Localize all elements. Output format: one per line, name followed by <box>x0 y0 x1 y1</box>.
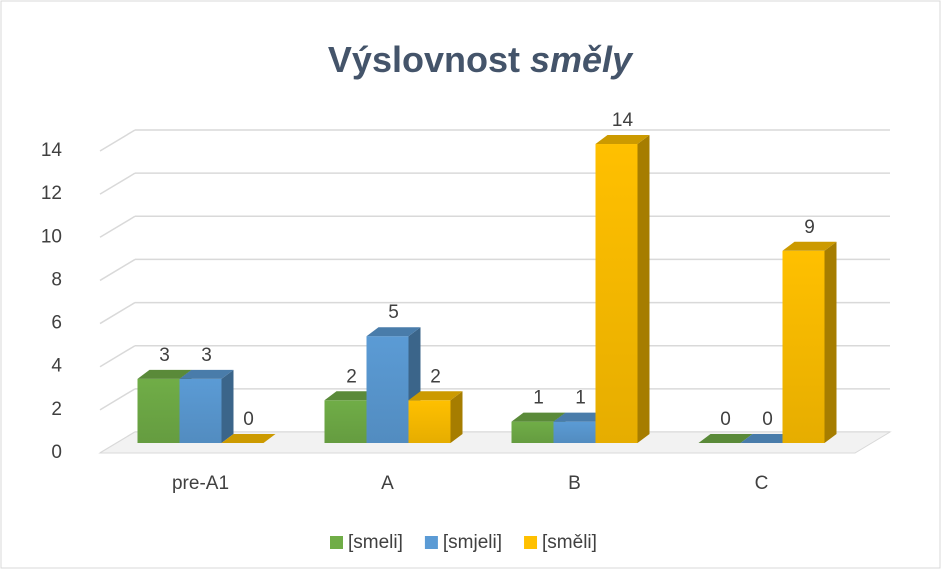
bar-top <box>740 434 795 443</box>
legend-swatch <box>330 536 343 549</box>
bar-top <box>595 135 650 145</box>
bar <box>324 400 367 443</box>
bar-top <box>137 369 192 379</box>
bar-top <box>366 327 421 337</box>
grid-line-side <box>99 258 136 282</box>
grid-line-side <box>99 301 136 325</box>
bar-top <box>221 434 276 443</box>
data-label: 0 <box>762 409 773 430</box>
x-tick-label: C <box>755 473 769 494</box>
bar-top <box>511 412 566 422</box>
grid-line-side <box>99 345 136 368</box>
bar <box>782 250 825 443</box>
x-tick-label: pre-A1 <box>172 473 229 494</box>
x-tick-label: A <box>381 473 394 494</box>
data-label: 0 <box>720 409 731 430</box>
bar-side <box>637 135 650 443</box>
legend-label: [smeli] <box>348 532 403 553</box>
data-label: 1 <box>575 388 586 409</box>
bar <box>137 378 180 443</box>
data-label: 9 <box>804 217 815 238</box>
data-label: 2 <box>430 366 441 387</box>
title-italic: směly <box>530 39 634 80</box>
legend-label: [smjeli] <box>443 532 502 553</box>
bar <box>408 400 451 443</box>
y-tick-label: 4 <box>51 356 62 377</box>
bar-side <box>824 241 837 443</box>
grid-line-side <box>99 388 136 411</box>
bar-top <box>179 369 234 379</box>
y-tick-label: 2 <box>51 399 62 420</box>
bar-top <box>324 391 379 401</box>
bar <box>553 421 596 443</box>
legend-swatch <box>524 536 538 549</box>
grid-line-side <box>99 215 136 238</box>
chart-title: Výslovnost směly <box>328 39 634 80</box>
data-label: 3 <box>201 345 212 366</box>
y-tick-label: 8 <box>51 269 62 290</box>
bar-top <box>782 241 837 251</box>
title-main: Výslovnost <box>328 39 520 80</box>
bar-top <box>408 391 463 401</box>
data-label: 2 <box>346 366 357 387</box>
bar <box>366 336 409 443</box>
data-label: 3 <box>159 345 170 366</box>
data-label: 14 <box>612 110 634 131</box>
y-tick-label: 14 <box>41 140 63 161</box>
bar <box>595 144 638 443</box>
bar <box>179 378 222 443</box>
grid-line-side <box>99 172 136 195</box>
data-label: 1 <box>533 388 544 409</box>
bar-side <box>221 369 234 443</box>
y-tick-label: 12 <box>41 183 62 204</box>
legend-swatch <box>424 536 438 549</box>
bar <box>511 421 554 443</box>
data-label: 0 <box>243 409 254 430</box>
y-tick-label: 10 <box>41 226 62 247</box>
data-label: 5 <box>388 302 399 323</box>
legend-label: [směli] <box>542 532 597 553</box>
floor <box>98 431 892 454</box>
grid-line-side <box>99 129 136 152</box>
y-tick-label: 0 <box>51 442 62 463</box>
bar-top <box>553 412 608 422</box>
bar-top <box>698 434 753 443</box>
bar-side <box>450 391 463 443</box>
y-tick-label: 6 <box>51 313 62 334</box>
x-tick-label: B <box>568 473 581 494</box>
